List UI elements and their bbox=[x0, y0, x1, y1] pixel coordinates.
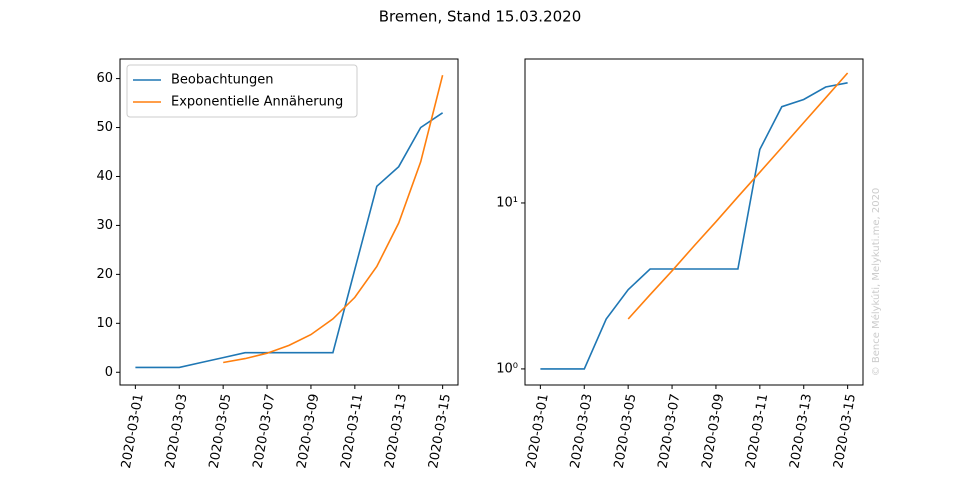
x-tick-label: 2020-03-07 bbox=[251, 393, 279, 470]
x-tick-label: 2020-03-13 bbox=[382, 393, 410, 470]
series-line bbox=[223, 75, 444, 364]
y-tick-label: 60 bbox=[96, 71, 113, 86]
x-tick-label: 2020-03-03 bbox=[163, 393, 191, 470]
series-line bbox=[627, 72, 849, 320]
y-tick-label: 50 bbox=[96, 120, 113, 135]
x-tick-label: 2020-03-15 bbox=[426, 393, 454, 470]
x-tick-label: 2020-03-05 bbox=[612, 393, 640, 470]
y-tick-label: 20 bbox=[96, 267, 113, 282]
y-tick-label: 0 bbox=[105, 365, 113, 380]
x-tick-label: 2020-03-13 bbox=[787, 393, 815, 470]
x-tick-label: 2020-03-11 bbox=[743, 393, 771, 470]
x-tick-label: 2020-03-09 bbox=[294, 393, 322, 470]
x-tick-label: 2020-03-01 bbox=[119, 393, 147, 470]
x-tick-label: 2020-03-05 bbox=[207, 393, 235, 470]
watermark: © Bence Mélykúti, Melykuti.me, 2020 bbox=[870, 188, 882, 377]
x-tick-label: 2020-03-15 bbox=[831, 393, 859, 470]
y-tick-label: 10⁰ bbox=[496, 361, 518, 376]
figure-title: Bremen, Stand 15.03.2020 bbox=[379, 8, 582, 26]
legend-label: Exponentielle Annäherung bbox=[171, 95, 343, 110]
x-tick-label: 2020-03-01 bbox=[524, 393, 552, 470]
y-tick-label: 10 bbox=[96, 316, 113, 331]
series-line bbox=[135, 112, 444, 369]
plot-frame bbox=[119, 58, 459, 386]
x-tick-label: 2020-03-11 bbox=[338, 393, 366, 470]
y-tick-label: 30 bbox=[96, 218, 113, 233]
plot-frame bbox=[524, 58, 864, 386]
x-tick-label: 2020-03-03 bbox=[568, 393, 596, 470]
x-tick-label: 2020-03-09 bbox=[699, 393, 727, 470]
x-tick-label: 2020-03-07 bbox=[656, 393, 684, 470]
series-line bbox=[540, 82, 848, 370]
y-tick-label: 10¹ bbox=[496, 195, 518, 210]
y-tick-label: 40 bbox=[96, 169, 113, 184]
legend-label: Beobachtungen bbox=[171, 73, 274, 88]
legend-box bbox=[126, 64, 358, 118]
